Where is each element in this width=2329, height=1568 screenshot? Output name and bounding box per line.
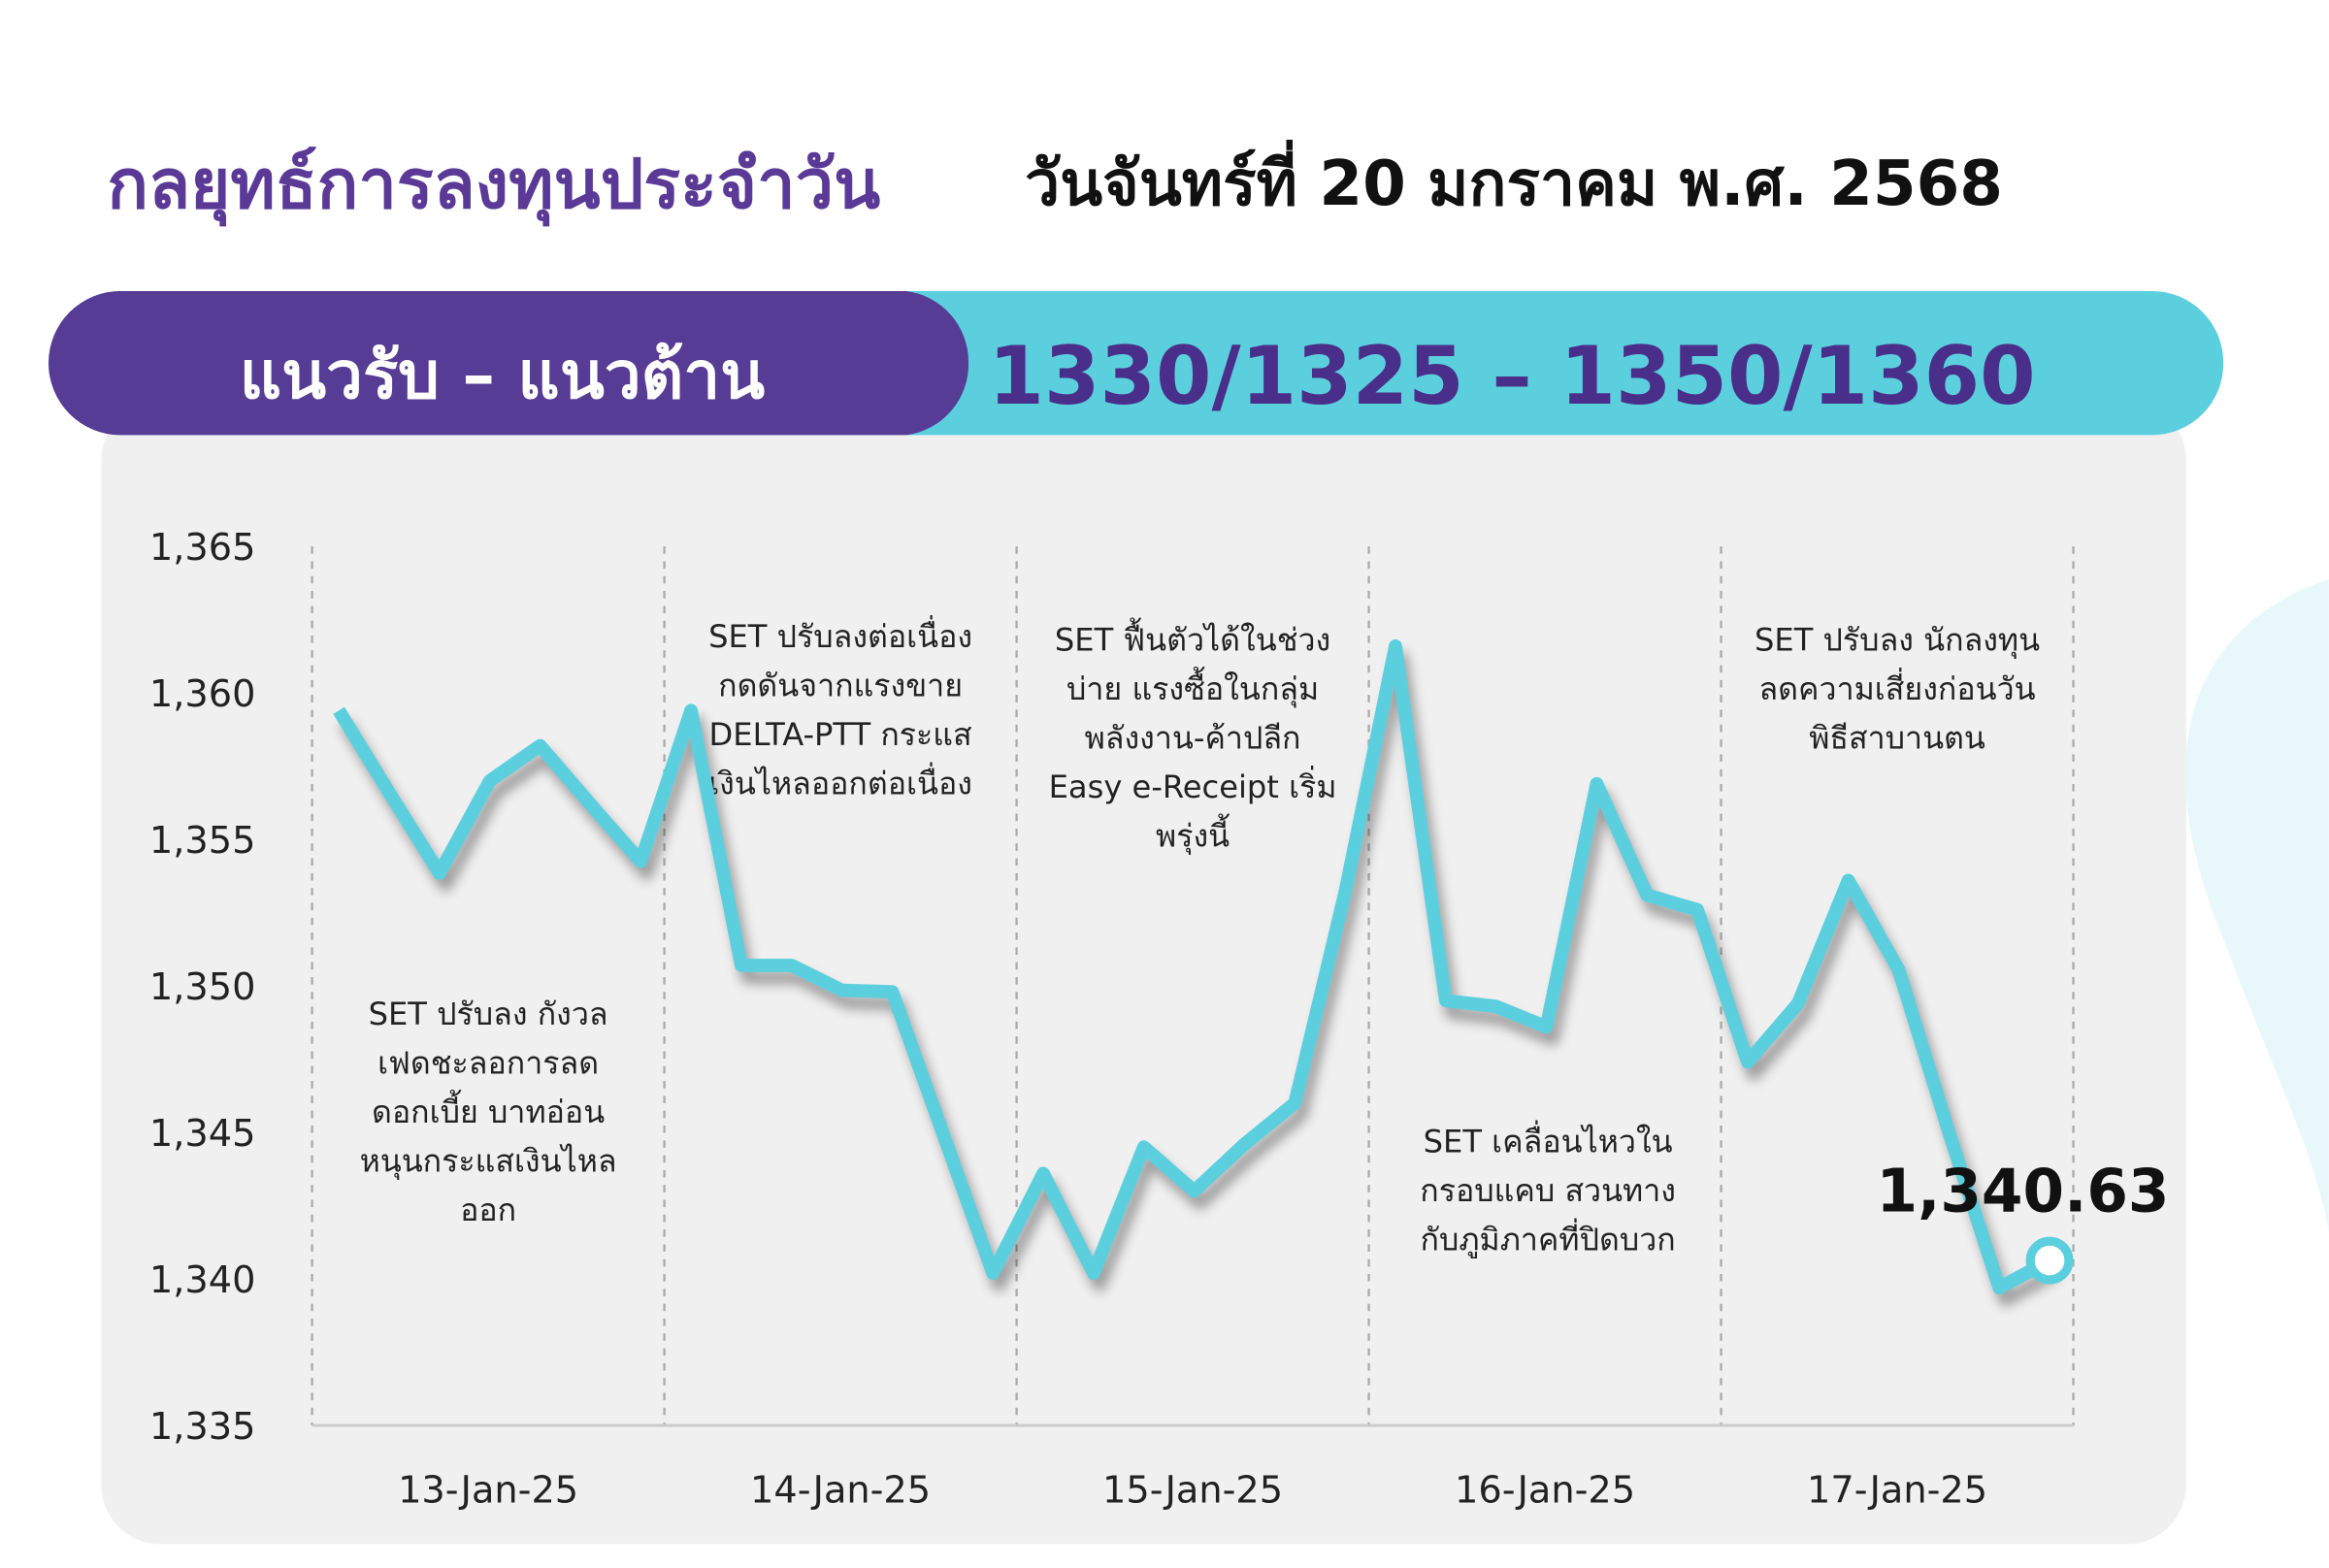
line [333, 638, 2053, 1295]
y-tick-label: 1,365 [149, 526, 256, 570]
y-tick-label: 1,355 [149, 819, 256, 863]
annotation: SET ฟื้นตัวได้ในช่วง [1055, 616, 1330, 658]
x-tick-label: 17-Jan-25 [1807, 1469, 1987, 1513]
x-tick-label: 13-Jan-25 [398, 1469, 578, 1513]
annotation: เงินไหลออกต่อเนื่อง [708, 763, 972, 802]
x-tick-label: 14-Jan-25 [750, 1469, 931, 1513]
annotation: ออก [460, 1192, 516, 1228]
banner-left [48, 290, 969, 436]
annotation: พิธีสาบานตน [1809, 719, 1985, 756]
x-tick-label: 16-Jan-25 [1455, 1469, 1635, 1513]
y-tick-label: 1,350 [149, 965, 256, 1009]
annotation: กดดันจากแรงขาย [718, 668, 963, 704]
annotation: SET ปรับลง นักลงทุน [1755, 621, 2040, 659]
banner-label: แนวรับ – แนวต้าน [240, 338, 765, 413]
y-tick-label: 1,345 [149, 1112, 256, 1156]
annotation: ลดความเสี่ยงก่อนวัน [1759, 668, 2036, 707]
panel [101, 401, 2186, 1545]
plot: 1,335 1,340 1,345 1,350 1,355 1,360 1,365 13-Ja… [149, 526, 2170, 1513]
y-tick-label: 1,340 [149, 1258, 256, 1302]
y-tick-label: 1,335 [149, 1405, 256, 1449]
annotation: กับภูมิภาคที่ปิดบวก [1421, 1219, 1676, 1259]
annotation: ดอกเบี้ย บาทอ่อน [372, 1089, 605, 1130]
title: กลยุทธ์การลงทุนประจำวัน [107, 145, 880, 227]
annotation: พลังงาน-ค้าปลีก [1085, 719, 1301, 756]
y-tick-label: 1,360 [149, 672, 256, 716]
annotation: เฟดชะลอการลด [377, 1044, 599, 1081]
annotation: SET ปรับลง กังวล [369, 996, 608, 1032]
annotation: SET เคลื่อนไหวใน [1424, 1121, 1673, 1160]
end-marker [2025, 1236, 2074, 1285]
annotation: DELTA-PTT กระแส [709, 716, 972, 753]
x-tick-label: 15-Jan-25 [1102, 1469, 1283, 1513]
annotation: หนุนกระแสเงินไหล [360, 1142, 617, 1180]
annotation: Easy e-Receipt เริ่ม [1049, 766, 1337, 805]
banner-value: 1330/1325 – 1350/1360 [989, 330, 2036, 423]
decor [2184, 578, 2329, 1233]
annotation: พรุ่งนี้ [1156, 812, 1230, 855]
annotation: กรอบแคบ สวนทาง [1420, 1172, 1676, 1209]
annotation: บ่าย แรงซื้อในกลุ่ม [1066, 666, 1319, 708]
annotation: SET ปรับลงต่อเนื่อง [708, 615, 972, 655]
date: วันจันทร์ที่ 20 มกราคม พ.ศ. 2568 [1025, 139, 2003, 220]
end-label: 1,340.63 [1877, 1158, 2170, 1226]
